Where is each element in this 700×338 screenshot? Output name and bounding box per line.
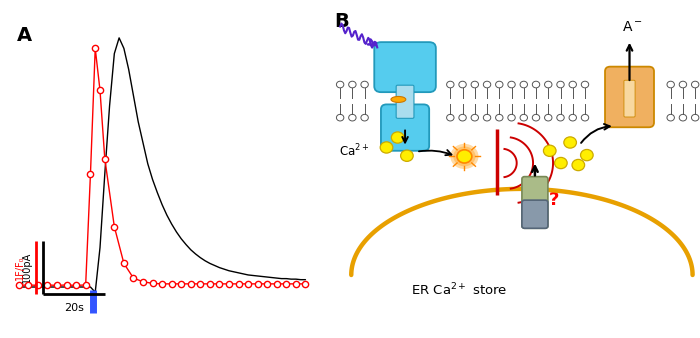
Circle shape [457, 150, 472, 163]
Circle shape [380, 142, 393, 153]
Text: A: A [17, 26, 32, 45]
FancyBboxPatch shape [522, 177, 548, 228]
Text: ER Ca$^{2+}$ store: ER Ca$^{2+}$ store [411, 282, 507, 298]
FancyBboxPatch shape [522, 200, 548, 228]
Circle shape [543, 145, 556, 156]
Circle shape [450, 144, 479, 169]
Text: 1F/F₀: 1F/F₀ [15, 255, 24, 280]
Circle shape [572, 160, 584, 171]
FancyBboxPatch shape [605, 67, 654, 127]
Circle shape [391, 132, 404, 143]
Circle shape [580, 149, 593, 161]
Ellipse shape [391, 96, 406, 102]
FancyBboxPatch shape [381, 104, 429, 151]
Text: Ca$^{2+}$: Ca$^{2+}$ [340, 143, 370, 159]
FancyBboxPatch shape [374, 42, 436, 92]
Circle shape [454, 146, 475, 166]
Circle shape [564, 137, 577, 148]
Text: 100pA: 100pA [22, 252, 32, 283]
Text: 20s: 20s [64, 303, 84, 313]
Text: B: B [335, 11, 349, 31]
FancyBboxPatch shape [624, 80, 635, 117]
Text: ?: ? [549, 191, 559, 209]
Text: A$^-$: A$^-$ [622, 20, 643, 34]
Circle shape [554, 158, 567, 169]
Circle shape [400, 150, 413, 161]
FancyBboxPatch shape [396, 85, 414, 118]
